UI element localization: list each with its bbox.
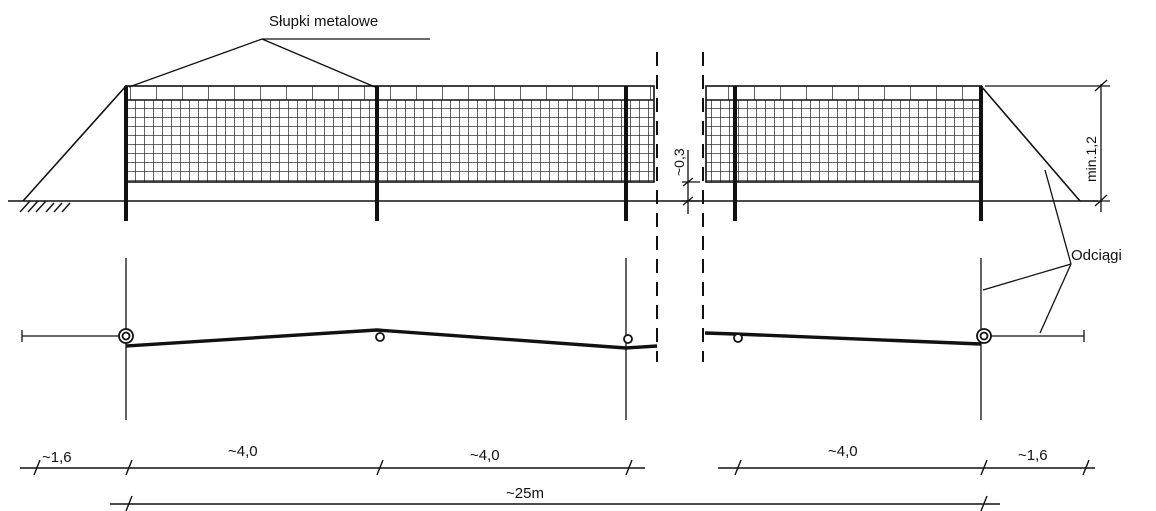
net-mesh-left xyxy=(125,85,655,183)
dim-end-right: ~1,6 xyxy=(1018,447,1048,464)
dim-bay-3: ~4,0 xyxy=(828,443,858,460)
height-dimension xyxy=(985,79,1110,212)
plan-view: Odciągi xyxy=(21,169,1122,420)
guy-wire-right xyxy=(980,85,1081,202)
net-gap-label: ~0,3 xyxy=(671,148,687,176)
ground-hatch xyxy=(19,200,71,213)
net-gap-dimension xyxy=(682,150,700,214)
dim-bay-2: ~4,0 xyxy=(470,447,500,464)
elevation-view: ~0,3 min.1,2 Słupki metalowe xyxy=(8,13,1110,362)
dim-total: ~25m xyxy=(506,485,544,502)
height-label: min.1,2 xyxy=(1083,136,1099,182)
guy-wire-left xyxy=(22,85,127,202)
posts-callout-label: Słupki metalowe xyxy=(269,13,378,30)
guys-callout-leaders xyxy=(982,169,1072,334)
plan-end-post-right xyxy=(976,328,992,344)
plan-post-3 xyxy=(623,334,633,344)
dimension-lines xyxy=(20,459,1095,511)
plan-post-2 xyxy=(375,332,385,342)
metal-posts xyxy=(124,86,983,221)
guys-callout-label: Odciągi xyxy=(1071,247,1122,264)
net-mesh-right xyxy=(705,85,982,183)
plan-net-line-left xyxy=(125,328,658,350)
plan-post-4 xyxy=(733,333,743,343)
dim-bay-1: ~4,0 xyxy=(228,443,258,460)
dim-end-left: ~1,6 xyxy=(42,449,72,466)
plan-post-symbols xyxy=(118,328,992,344)
plan-end-post-left xyxy=(118,328,134,344)
posts-callout-leaders xyxy=(128,38,430,88)
plan-net-line-right xyxy=(704,331,982,346)
